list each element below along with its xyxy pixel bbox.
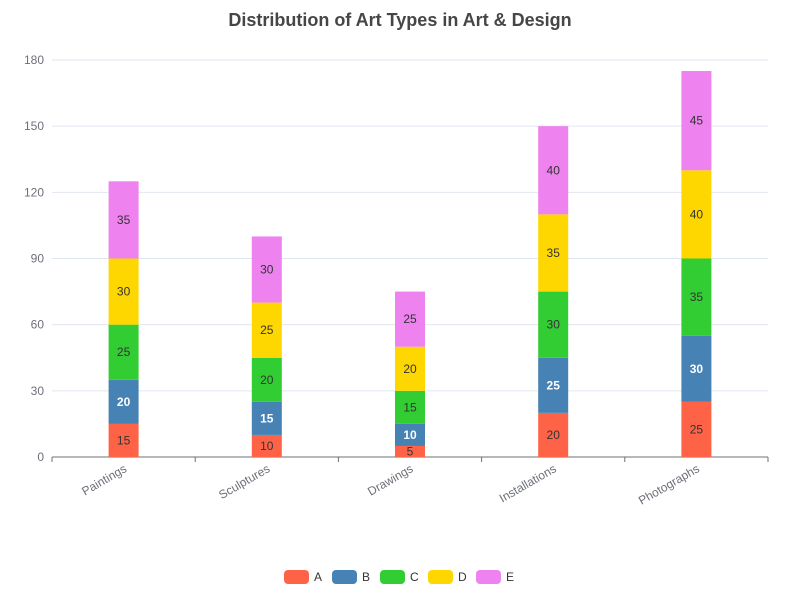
data-label-installations-b: 25 (547, 378, 561, 392)
data-label-installations-d: 35 (547, 246, 561, 260)
data-label-drawings-a: 5 (407, 444, 414, 458)
data-label-drawings-e: 25 (403, 312, 417, 326)
bar-installations-e[interactable] (538, 126, 569, 215)
bar-photographs-a[interactable] (681, 401, 712, 457)
data-label-drawings-d: 20 (403, 362, 417, 376)
bar-paintings-d[interactable] (108, 258, 139, 325)
data-label-photographs-b: 30 (690, 362, 704, 376)
data-label-paintings-a: 15 (117, 433, 131, 447)
legend-swatch (332, 570, 357, 584)
data-label-installations-e: 40 (547, 163, 561, 177)
legend-item-e[interactable]: E (476, 570, 514, 584)
legend-label: C (410, 570, 419, 584)
bar-photographs-e[interactable] (681, 71, 712, 171)
data-label-installations-c: 30 (547, 318, 561, 332)
data-label-paintings-b: 20 (117, 395, 131, 409)
data-labels: 15 20 25 30 35 10 15 20 25 30 5 10 15 20 25 20 25 30 35 40 2… (117, 114, 703, 459)
legend-label: E (506, 570, 514, 584)
data-label-photographs-d: 40 (690, 207, 704, 221)
y-tick-label: 180 (24, 53, 44, 67)
data-label-sculptures-c: 20 (260, 373, 274, 387)
data-label-installations-a: 20 (547, 428, 561, 442)
legend-label: D (458, 570, 467, 584)
y-tick-label: 30 (31, 384, 45, 398)
legend-item-b[interactable]: B (332, 570, 370, 584)
x-tick-label-paintings: Paintings (79, 461, 129, 498)
y-tick-label: 0 (37, 450, 44, 464)
bar-paintings-e[interactable] (108, 181, 139, 259)
data-label-drawings-b: 10 (403, 428, 417, 442)
data-label-sculptures-d: 25 (260, 323, 274, 337)
data-label-photographs-e: 45 (690, 114, 704, 128)
bar-paintings-a[interactable] (108, 423, 139, 457)
bar-photographs-d[interactable] (681, 170, 712, 259)
bar-photographs-b[interactable] (681, 335, 712, 402)
bar-drawings-c[interactable] (395, 390, 425, 424)
x-tick-label-sculptures: Sculptures (216, 461, 272, 501)
data-label-paintings-c: 25 (117, 345, 131, 359)
bars (108, 71, 712, 457)
legend-label: A (314, 570, 322, 584)
data-label-paintings-d: 30 (117, 285, 131, 299)
bar-installations-d[interactable] (538, 214, 569, 292)
legend-swatch (428, 570, 453, 584)
chart-title: Distribution of Art Types in Art & Desig… (228, 10, 572, 30)
bar-paintings-b[interactable] (108, 379, 139, 424)
bar-sculptures-d[interactable] (251, 302, 282, 358)
bar-drawings-b[interactable] (395, 423, 425, 446)
bar-sculptures-c[interactable] (251, 357, 282, 402)
x-tick-label-installations: Installations (497, 461, 559, 505)
data-label-photographs-c: 35 (690, 290, 704, 304)
bar-sculptures-b[interactable] (251, 401, 282, 435)
bar-drawings-a[interactable] (395, 445, 425, 457)
legend-item-c[interactable]: C (380, 570, 419, 584)
legend-item-d[interactable]: D (428, 570, 467, 584)
x-tick-label-photographs: Photographs (636, 461, 702, 507)
bar-photographs-c[interactable] (681, 258, 712, 336)
bar-installations-b[interactable] (538, 357, 569, 413)
y-tick-label: 120 (24, 185, 44, 199)
bar-installations-a[interactable] (538, 412, 569, 457)
data-label-paintings-e: 35 (117, 213, 131, 227)
bar-installations-c[interactable] (538, 291, 569, 358)
data-label-sculptures-e: 30 (260, 263, 274, 277)
y-tick-label: 60 (31, 318, 45, 332)
bar-sculptures-a[interactable] (251, 434, 282, 457)
data-label-drawings-c: 15 (403, 400, 417, 414)
bar-drawings-d[interactable] (395, 346, 425, 391)
legend-item-a[interactable]: A (284, 570, 322, 584)
legend-label: B (362, 570, 370, 584)
data-label-sculptures-b: 15 (260, 411, 274, 425)
legend-swatch (284, 570, 309, 584)
legend-swatch (380, 570, 405, 584)
bar-drawings-e[interactable] (395, 291, 425, 347)
x-tick-label-drawings: Drawings (365, 461, 415, 498)
bar-sculptures-e[interactable] (251, 236, 282, 303)
y-tick-label: 90 (31, 252, 45, 266)
legend[interactable]: A B C D E (284, 570, 514, 584)
gridlines (52, 59, 768, 392)
data-label-sculptures-a: 10 (260, 439, 274, 453)
y-tick-label: 150 (24, 119, 44, 133)
data-label-photographs-a: 25 (690, 422, 704, 436)
legend-swatch (476, 570, 501, 584)
bar-paintings-c[interactable] (108, 324, 139, 380)
